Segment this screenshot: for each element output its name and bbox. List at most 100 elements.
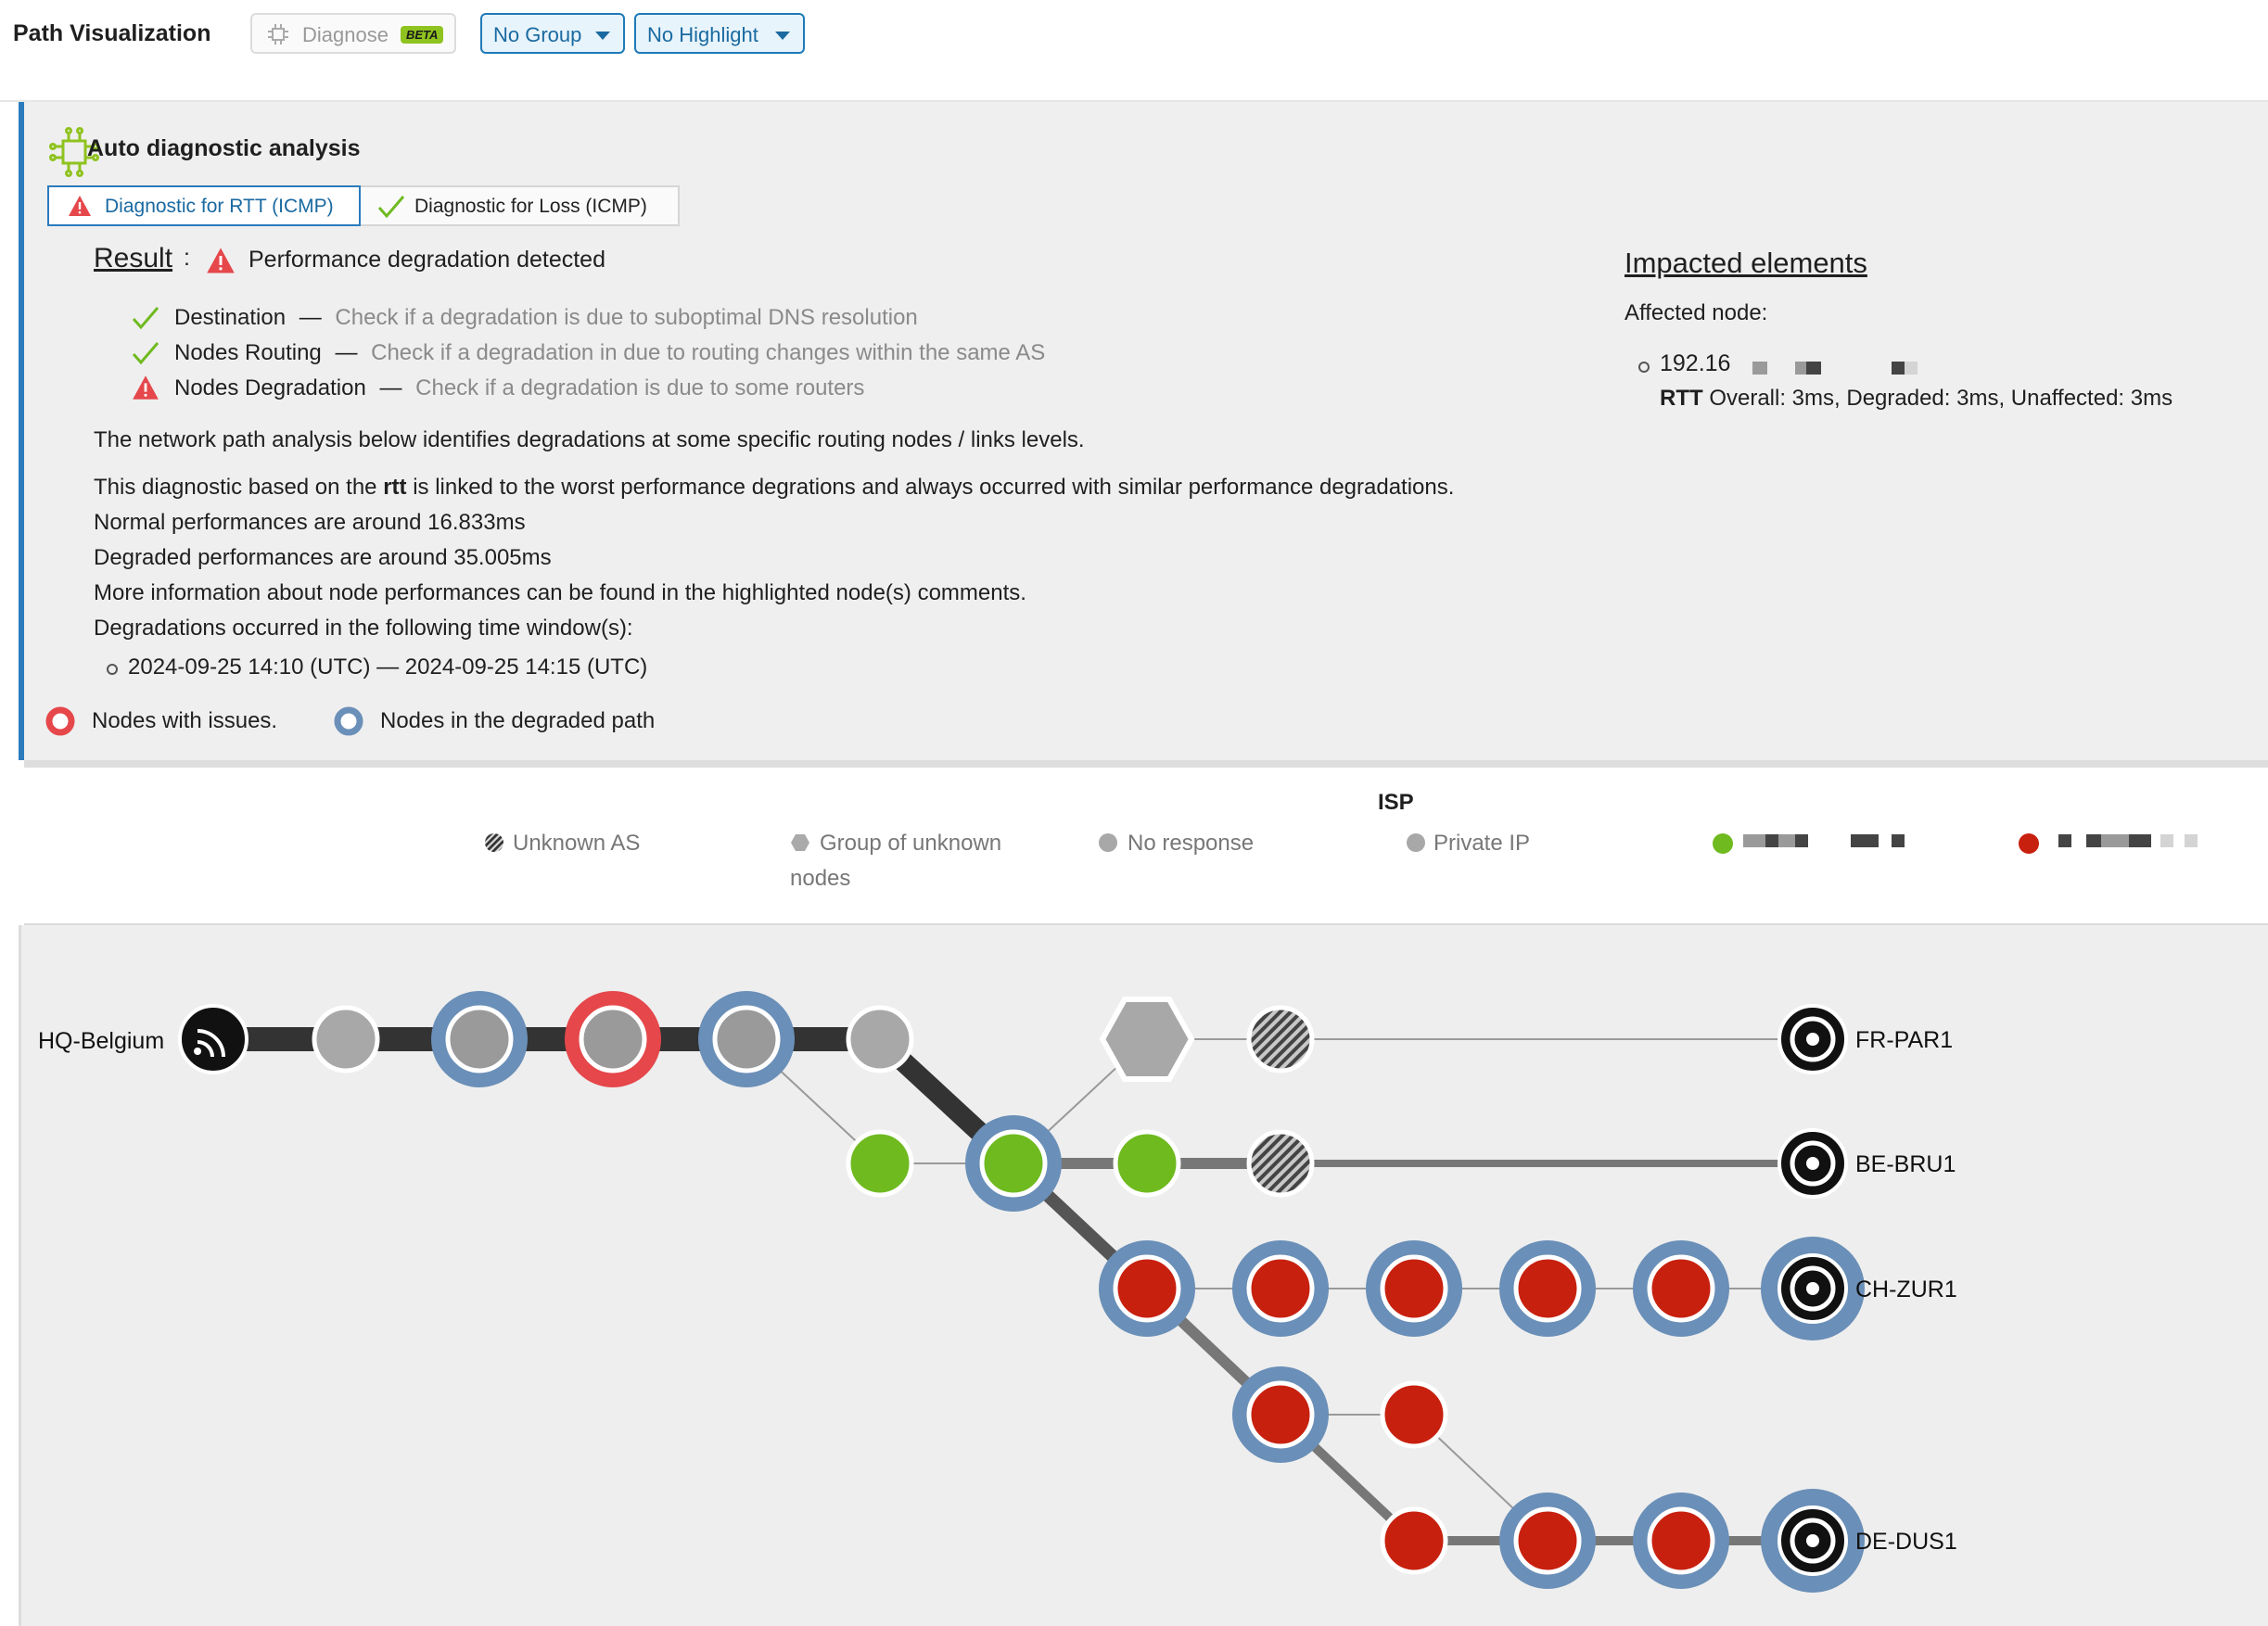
redacted-text xyxy=(1765,834,1778,847)
rtt-description: This diagnostic based on the rtt is link… xyxy=(94,475,1454,501)
redacted-text xyxy=(2086,834,2101,847)
issue-hop-node[interactable] xyxy=(565,991,661,1087)
redacted-text xyxy=(1892,834,1905,847)
isp-hop-node[interactable] xyxy=(1380,1380,1448,1449)
redacted-text xyxy=(1795,362,1806,375)
group-dropdown[interactable]: No Group xyxy=(480,13,625,54)
check-nodes-routing: Nodes Routing — Check if a degradation i… xyxy=(174,340,1045,366)
bullet xyxy=(1638,362,1650,373)
rtt-values: Overall: 3ms, Degraded: 3ms, Unaffected:… xyxy=(1702,386,2173,411)
divider xyxy=(24,760,2268,768)
legend-issues: Nodes with issues. xyxy=(92,708,278,733)
time-window: 2024-09-25 14:10 (UTC) — 2024-09-25 14:1… xyxy=(128,654,648,680)
normal-performance: Normal performances are around 16.833ms xyxy=(94,510,526,535)
rtt-text-bold: rtt xyxy=(383,475,407,500)
redacted-text xyxy=(1892,362,1905,375)
redacted-text xyxy=(1905,362,1918,375)
legend-no-response: No response xyxy=(1128,831,1255,856)
degraded-node-legend-icon xyxy=(334,706,363,736)
window-intro: Degradations occurred in the following t… xyxy=(94,616,633,641)
degraded-hop-node[interactable] xyxy=(1633,1240,1729,1337)
degraded-hop-node[interactable] xyxy=(1099,1240,1195,1337)
hexagon-legend-icon xyxy=(791,834,809,851)
beta-badge: BETA xyxy=(401,26,444,44)
check-icon xyxy=(132,342,159,365)
redacted-text xyxy=(1743,834,1765,847)
destination-label: CH-ZUR1 xyxy=(1855,1277,1957,1302)
redacted-text xyxy=(1795,834,1808,847)
unknown-as-node[interactable] xyxy=(1246,1129,1315,1198)
redacted-text xyxy=(2160,834,2173,847)
result-colon: : xyxy=(184,245,190,271)
degraded-hop-node[interactable] xyxy=(1633,1493,1729,1589)
check-icon xyxy=(132,307,159,330)
toolbar: Path Visualization Diagnose BETA No Grou… xyxy=(0,0,2268,102)
warning-icon xyxy=(207,248,235,273)
destination-label: FR-PAR1 xyxy=(1855,1027,1953,1053)
wifi-icon xyxy=(194,1048,202,1055)
isp-hop-node[interactable] xyxy=(846,1129,914,1198)
redacted-text xyxy=(1851,834,1879,847)
diagnostic-heading: Auto diagnostic analysis xyxy=(87,135,361,161)
degraded-hop-node[interactable] xyxy=(698,991,795,1087)
summary-text: The network path analysis below identifi… xyxy=(94,427,1085,452)
destination-node-de-dus1[interactable] xyxy=(1761,1489,1865,1593)
target-icon xyxy=(1790,1140,1836,1187)
unknown-as-legend-icon xyxy=(485,833,503,852)
tab-loss[interactable]: Diagnostic for Loss (ICMP) xyxy=(361,185,680,226)
check-description: Check if a degradation is due to some ro… xyxy=(415,375,865,400)
check-separator: — xyxy=(335,340,358,365)
destination-label: BE-BRU1 xyxy=(1855,1151,1956,1177)
diagnose-button[interactable]: Diagnose BETA xyxy=(250,13,456,54)
redacted-text xyxy=(1806,362,1821,375)
degraded-hop-node[interactable] xyxy=(1499,1240,1596,1337)
page-title: Path Visualization xyxy=(13,20,211,46)
more-info: More information about node performances… xyxy=(94,580,1026,605)
check-description: Check if a degradation in due to routing… xyxy=(371,340,1046,365)
destination-node-ch-zur1[interactable] xyxy=(1761,1237,1865,1340)
source-node[interactable] xyxy=(178,1004,248,1074)
diagnostic-panel xyxy=(19,102,2268,760)
affected-ip: 192.16 xyxy=(1660,350,1731,376)
isp-green-legend-icon xyxy=(1713,833,1733,854)
check-name: Destination xyxy=(174,305,287,330)
unknown-group-node[interactable] xyxy=(1099,997,1195,1082)
impacted-title: Impacted elements xyxy=(1625,247,1867,279)
tab-rtt[interactable]: Diagnostic for RTT (ICMP) xyxy=(47,185,361,226)
destination-node-be-bru1[interactable] xyxy=(1777,1128,1848,1199)
isp-hop-node[interactable] xyxy=(1380,1506,1448,1575)
check-icon xyxy=(377,196,405,219)
highlight-dropdown-label: No Highlight xyxy=(647,23,758,46)
rtt-stats: RTT Overall: 3ms, Degraded: 3ms, Unaffec… xyxy=(1660,386,2172,412)
tab-rtt-label: Diagnostic for RTT (ICMP) xyxy=(105,196,334,217)
degraded-performance: Degraded performances are around 35.005m… xyxy=(94,545,552,570)
chevron-down-icon xyxy=(595,32,610,40)
degraded-hop-node[interactable] xyxy=(1232,1240,1329,1337)
highlight-dropdown[interactable]: No Highlight xyxy=(634,13,805,54)
degraded-hop-node[interactable] xyxy=(1366,1240,1462,1337)
degraded-hop-node[interactable] xyxy=(431,991,528,1087)
destination-label: DE-DUS1 xyxy=(1855,1529,1957,1555)
result-label: Result xyxy=(94,243,173,273)
target-icon xyxy=(1790,1518,1836,1564)
check-name: Nodes Degradation xyxy=(174,375,366,400)
legend-unknown-as: Unknown AS xyxy=(513,831,641,856)
isp-hop-node[interactable] xyxy=(1113,1129,1181,1198)
no-response-legend-icon xyxy=(1099,833,1117,852)
redacted-text xyxy=(2129,834,2151,847)
check-name: Nodes Routing xyxy=(174,340,322,365)
degraded-hop-node[interactable] xyxy=(1232,1366,1329,1463)
target-icon xyxy=(1790,1016,1836,1062)
redacted-text xyxy=(2058,834,2071,847)
degraded-hop-node[interactable] xyxy=(965,1115,1062,1212)
source-label: HQ-Belgium xyxy=(38,1028,164,1054)
rtt-text-pre: This diagnostic based on the xyxy=(94,475,384,500)
issue-node-legend-icon xyxy=(45,706,75,736)
unknown-as-node[interactable] xyxy=(1246,1005,1315,1073)
legend-group-unknown: Group of unknown xyxy=(820,831,1002,856)
hop-node[interactable] xyxy=(846,1005,914,1073)
degraded-hop-node[interactable] xyxy=(1499,1493,1596,1589)
destination-node-fr-par1[interactable] xyxy=(1777,1004,1848,1074)
hop-node[interactable] xyxy=(312,1005,380,1073)
warning-icon xyxy=(69,196,91,216)
